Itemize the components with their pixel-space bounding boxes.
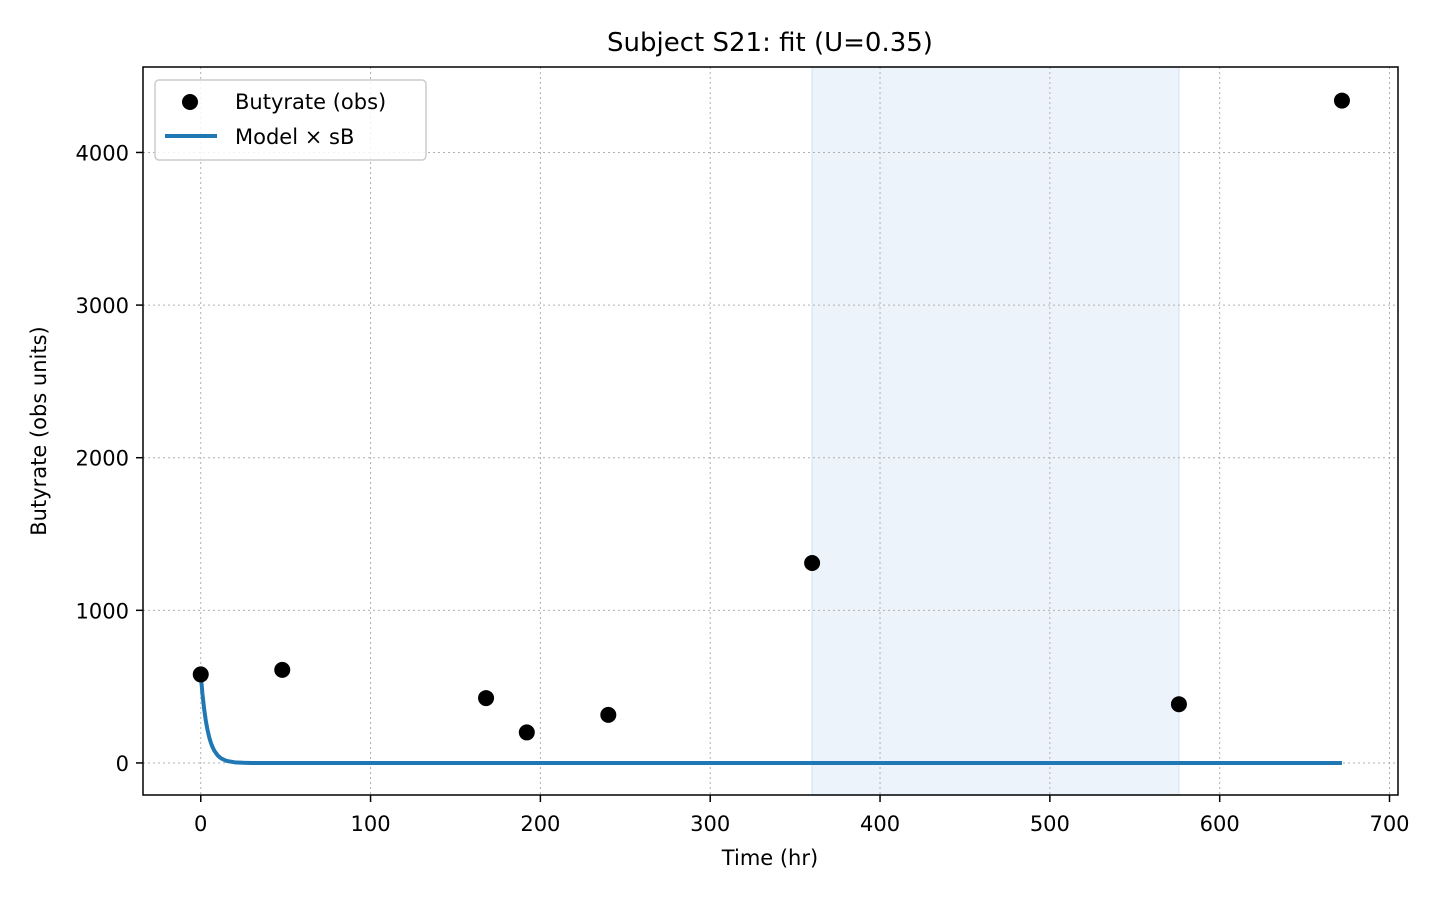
x-tick-label-3: 300: [690, 812, 730, 836]
y-tick-label-2: 2000: [76, 447, 129, 471]
shaded-region-layer: [811, 66, 1180, 796]
x-tick-label-1: 100: [351, 812, 391, 836]
legend: Butyrate (obs) Model × sB: [154, 79, 427, 161]
y-axis-label: Butyrate (obs units): [27, 326, 51, 536]
obs-point-5: [804, 555, 821, 572]
x-tick-label-7: 700: [1369, 812, 1409, 836]
x-axis-ticks: 0 100 200 300 400 500 600 700: [194, 795, 1410, 836]
x-tick-label-4: 400: [860, 812, 900, 836]
x-axis-label: Time (hr): [721, 846, 818, 870]
x-tick-label-2: 200: [520, 812, 560, 836]
x-tick-label-5: 500: [1030, 812, 1070, 836]
plot-frame: [142, 66, 1399, 796]
legend-label-obs: Butyrate (obs): [235, 90, 386, 114]
obs-point-4: [600, 706, 617, 723]
obs-point-1: [274, 661, 291, 678]
y-tick-label-0: 0: [116, 752, 129, 776]
shaded-region: [811, 66, 1180, 796]
legend-label-model: Model × sB: [235, 125, 354, 149]
obs-point-7: [1333, 92, 1350, 109]
y-tick-label-1: 1000: [76, 599, 129, 623]
obs-point-0: [192, 666, 209, 683]
obs-point-6: [1170, 696, 1187, 713]
x-tick-label-6: 600: [1200, 812, 1240, 836]
model-line: [198, 674, 1342, 765]
obs-point-2: [478, 690, 495, 707]
chart-title: Subject S21: fit (U=0.35): [607, 28, 933, 58]
x-tick-label-0: 0: [194, 812, 207, 836]
obs-point-3: [518, 724, 535, 741]
legend-box: [154, 79, 427, 161]
series-layer: [192, 92, 1350, 765]
y-tick-label-4: 4000: [76, 141, 129, 165]
y-axis-ticks: 0 1000 2000 3000 4000: [76, 141, 143, 776]
legend-marker-obs: [182, 94, 198, 110]
y-tick-label-3: 3000: [76, 294, 129, 318]
